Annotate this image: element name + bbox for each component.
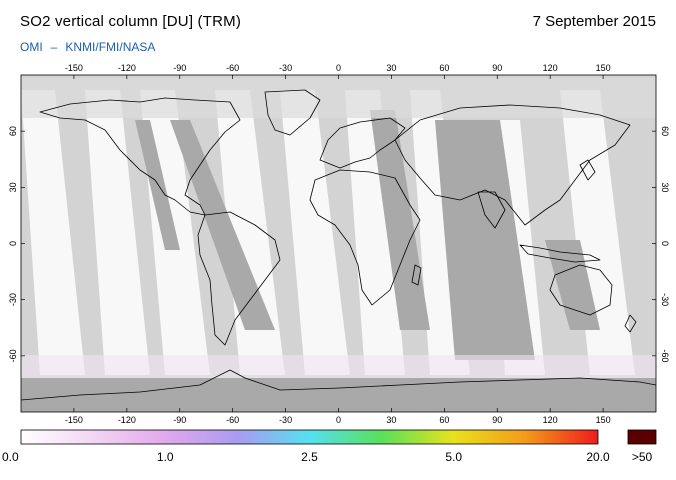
greenland-coast (264, 89, 321, 136)
japan-coast (579, 159, 596, 181)
lon-tick-label: -30 (279, 415, 292, 425)
lat-tick-label: 30 (8, 182, 18, 192)
no-data-regions (21, 110, 656, 412)
orbit-swath (280, 90, 350, 375)
credits-instrument: OMI (20, 40, 43, 54)
latitude-ticks-left: 60 30 0 -30 -60 (8, 126, 25, 362)
colorbar-tick-label: 20.0 (586, 450, 610, 464)
lon-tick-label: -120 (118, 415, 136, 425)
no-data-swath (545, 240, 600, 330)
lon-tick-label: 90 (492, 63, 502, 73)
lat-tick-label: -60 (8, 349, 18, 362)
antarctica-coast (21, 369, 656, 401)
colorbar-tick-label: 0.0 (2, 450, 19, 464)
lon-tick-label: -30 (279, 63, 292, 73)
colorbar-overflow-label: >50 (632, 450, 653, 464)
indonesia-coast (519, 244, 601, 263)
south-america-coast (197, 211, 281, 346)
lon-tick-label: -60 (226, 63, 239, 73)
lon-tick-label: 0 (336, 63, 341, 73)
orbit-swath (21, 90, 85, 375)
credits-separator: – (50, 40, 58, 54)
date-label: 7 September 2015 (532, 13, 656, 30)
colorbar-tick-label: 1.0 (157, 450, 174, 464)
lon-tick-label: -90 (173, 415, 186, 425)
longitude-ticks-bottom: -150 -120 -90 -60 -30 0 30 60 90 120 150 (65, 408, 611, 425)
lat-tick-label: 60 (8, 126, 18, 136)
lon-tick-label: 90 (492, 415, 502, 425)
north-america-coast (39, 97, 241, 216)
lat-tick-label: 60 (660, 126, 670, 136)
map-panel: -150 -120 -90 -60 -30 0 30 60 90 120 150 -150 -120-… (8, 63, 670, 425)
southern-band (21, 355, 656, 378)
orbit-swath (85, 90, 150, 375)
orbit-swath (345, 90, 405, 375)
no-data-swath (435, 120, 535, 360)
lon-tick-label: -60 (226, 415, 239, 425)
lon-tick-label: 60 (439, 415, 449, 425)
credits-institutions: KNMI/FMI/NASA (65, 40, 156, 54)
lat-tick-label: -60 (660, 349, 670, 362)
page-title: SO2 vertical column [DU] (TRM) (20, 13, 242, 30)
latitude-ticks-right: 60 30 0 -30 -60 (652, 126, 670, 362)
lon-tick-label: 30 (386, 63, 396, 73)
lat-tick-label: -30 (8, 293, 18, 306)
northern-band (21, 78, 656, 118)
orbit-swath (215, 90, 285, 375)
lon-tick-label: -120 (118, 63, 136, 73)
lon-tick-label: 60 (439, 63, 449, 73)
lon-tick-label: 120 (543, 63, 558, 73)
colorbar-labels: 0.0 1.0 2.5 5.0 20.0 (2, 450, 610, 464)
lon-tick-label: 120 (543, 415, 558, 425)
africa-coast (309, 169, 421, 306)
lat-tick-label: 30 (660, 182, 670, 192)
new-zealand-coast (624, 314, 637, 333)
madagascar-coast (411, 264, 422, 286)
lon-tick-label: 0 (336, 415, 341, 425)
lat-tick-label: 0 (8, 241, 18, 246)
lon-tick-label: 150 (596, 415, 611, 425)
orbit-swath (560, 90, 635, 375)
lon-tick-label: -90 (173, 63, 186, 73)
colorbar-tick-label: 2.5 (301, 450, 318, 464)
lon-tick-label: -150 (65, 63, 83, 73)
no-data-swath (170, 120, 275, 330)
coastlines (21, 89, 656, 401)
antarctica-no-data (21, 378, 656, 412)
lat-tick-label: -30 (660, 293, 670, 306)
longitude-ticks-top: -150 -120 -90 -60 -30 0 30 60 90 120 150 (65, 63, 611, 79)
colorbar-tick-label: 5.0 (445, 450, 462, 464)
asia-coast (394, 104, 631, 226)
lat-tick-label: 0 (660, 241, 670, 246)
lon-tick-label: 150 (596, 63, 611, 73)
colorbar-gradient (20, 429, 599, 445)
credits: OMI – KNMI/FMI/NASA (20, 40, 155, 54)
no-data-swath (135, 120, 180, 250)
colorbar: 0.0 1.0 2.5 5.0 20.0 >50 (2, 429, 657, 464)
india-coast (477, 191, 506, 229)
no-data-swath (370, 110, 430, 330)
lon-tick-label: -150 (65, 415, 83, 425)
lon-tick-label: 30 (386, 415, 396, 425)
europe-coast (319, 117, 406, 169)
australia-coast (549, 264, 613, 316)
colorbar-overflow (627, 429, 657, 445)
